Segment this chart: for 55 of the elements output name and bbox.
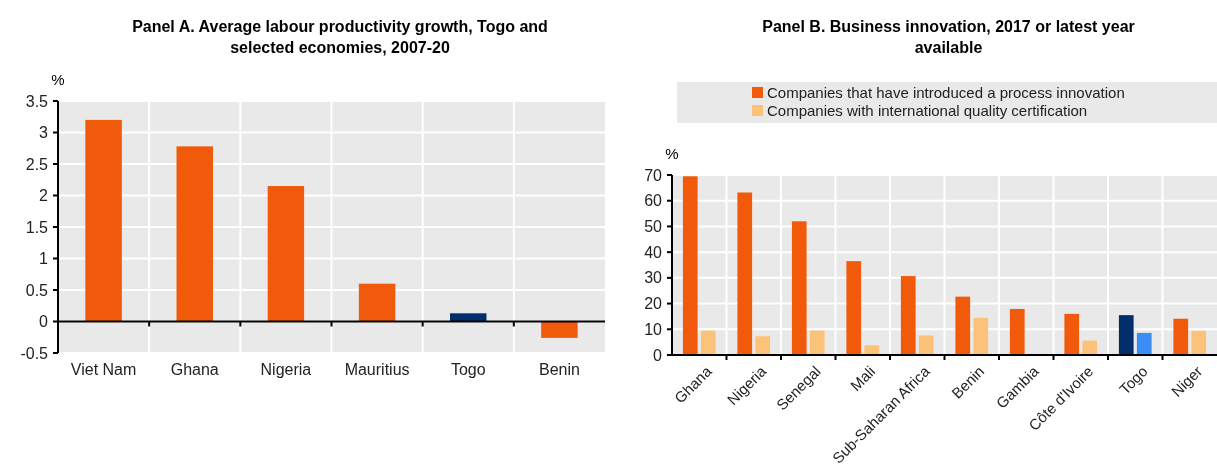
y-tick-label: 50 bbox=[644, 218, 663, 236]
bar bbox=[450, 313, 487, 322]
x-tick-label: Nigeria bbox=[260, 361, 312, 378]
y-tick-label: 70 bbox=[644, 166, 663, 184]
y-tick-label: 3 bbox=[39, 124, 49, 142]
y-tick-label: -0.5 bbox=[20, 344, 49, 362]
bar bbox=[267, 186, 305, 322]
bar bbox=[682, 176, 698, 355]
bar bbox=[864, 345, 880, 355]
chart-title: Panel A. Average labour productivity growth, Togo and selected economies, 2007-20 bbox=[132, 18, 548, 56]
bar bbox=[700, 330, 716, 355]
x-tick-label: Viet Nam bbox=[70, 361, 137, 378]
legend-label: Companies with international quality certification bbox=[767, 102, 1088, 120]
x-tick-label: Ghana bbox=[170, 361, 219, 378]
legend-label: Companies that have introduced a process innovation bbox=[767, 84, 1125, 102]
y-tick-label: 10 bbox=[644, 320, 663, 338]
bar bbox=[755, 336, 771, 355]
bar bbox=[176, 146, 213, 322]
x-tick-label: Benin bbox=[538, 361, 580, 378]
y-tick-label: 0.5 bbox=[25, 281, 49, 299]
bar bbox=[791, 221, 807, 355]
bar bbox=[737, 192, 753, 355]
x-tick-label: Mauritius bbox=[344, 361, 410, 378]
y-tick-label: 1.5 bbox=[25, 218, 49, 236]
bar bbox=[1118, 315, 1134, 355]
bar bbox=[900, 276, 916, 355]
bar bbox=[846, 261, 862, 355]
x-tick-label: Togo bbox=[450, 361, 486, 378]
bar bbox=[1173, 318, 1189, 355]
bar bbox=[809, 330, 825, 355]
bar bbox=[358, 283, 396, 322]
bar bbox=[1082, 340, 1098, 355]
chart-title: Panel B. Business innovation, 2017 or latest year available bbox=[762, 18, 1135, 56]
bar bbox=[1191, 330, 1207, 355]
y-tick-label: 1 bbox=[39, 250, 49, 268]
bar bbox=[1136, 332, 1152, 355]
y-tick-label: 2.5 bbox=[25, 155, 49, 173]
y-axis-title: % bbox=[665, 145, 679, 162]
bar bbox=[1009, 308, 1025, 355]
bar bbox=[918, 335, 934, 355]
y-tick-label: 30 bbox=[644, 269, 663, 287]
bar bbox=[955, 296, 971, 355]
bar bbox=[973, 317, 989, 355]
y-tick-label: 2 bbox=[39, 187, 49, 205]
bar bbox=[1064, 313, 1080, 355]
y-tick-label: 0 bbox=[39, 313, 49, 331]
y-tick-label: 60 bbox=[644, 192, 663, 210]
y-tick-label: 3.5 bbox=[25, 92, 49, 110]
bar bbox=[541, 321, 578, 338]
x-tick-label: Togo bbox=[1115, 362, 1151, 398]
y-tick-label: 0 bbox=[653, 346, 663, 364]
bar bbox=[85, 119, 122, 322]
y-tick-label: 20 bbox=[644, 295, 663, 313]
y-axis-title: % bbox=[51, 71, 65, 88]
y-tick-label: 40 bbox=[644, 243, 663, 261]
